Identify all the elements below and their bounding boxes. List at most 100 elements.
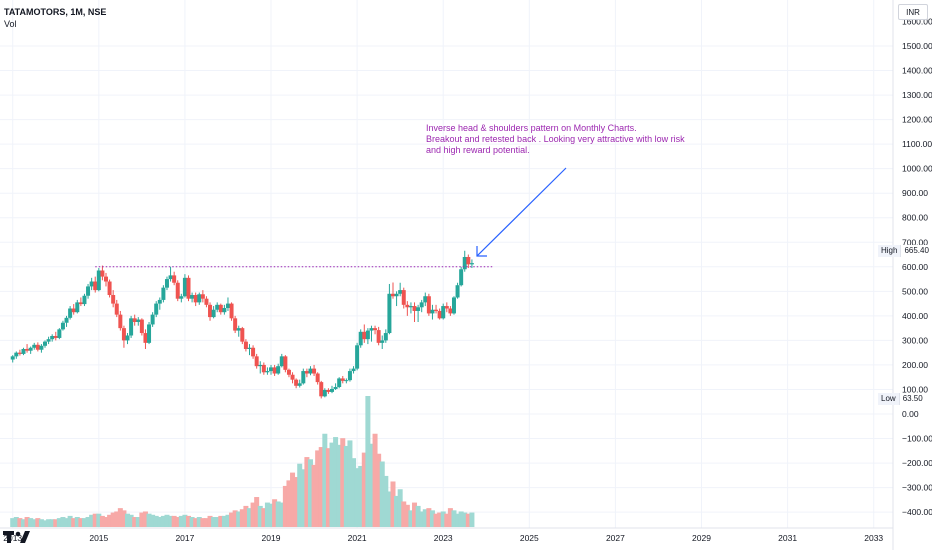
candle-body[interactable] [179, 296, 184, 299]
candle-body[interactable] [355, 345, 360, 369]
candle-body[interactable] [114, 303, 119, 315]
candle-body[interactable] [78, 302, 83, 305]
candle-body[interactable] [312, 368, 317, 374]
candle-body[interactable] [132, 318, 137, 322]
candle-body[interactable] [60, 322, 65, 330]
candle-body[interactable] [53, 335, 58, 338]
candle-body[interactable] [17, 352, 22, 354]
candle-body[interactable] [136, 319, 141, 322]
candle-body[interactable] [193, 295, 198, 303]
candle-body[interactable] [347, 371, 352, 381]
candle-body[interactable] [111, 295, 116, 304]
candle-body[interactable] [466, 256, 471, 265]
candle-body[interactable] [82, 295, 87, 305]
candle-body[interactable] [100, 270, 105, 277]
candle-body[interactable] [337, 378, 342, 388]
candle-body[interactable] [333, 387, 338, 389]
currency-button[interactable]: INR [898, 4, 928, 20]
candle-body[interactable] [469, 263, 474, 265]
candle-body[interactable] [240, 328, 245, 342]
candle-body[interactable] [68, 308, 73, 318]
candle-body[interactable] [172, 275, 177, 283]
candle-body[interactable] [236, 328, 241, 331]
volume-label[interactable]: Vol [4, 19, 17, 29]
candle-body[interactable] [258, 364, 263, 367]
candle-body[interactable] [304, 371, 309, 374]
candle-body[interactable] [143, 333, 148, 343]
candle-body[interactable] [50, 335, 55, 340]
candle-body[interactable] [330, 388, 335, 392]
candle-body[interactable] [10, 356, 15, 360]
candle-body[interactable] [405, 304, 410, 308]
candle-body[interactable] [444, 306, 449, 309]
candle-body[interactable] [398, 290, 403, 294]
candle-body[interactable] [168, 275, 173, 280]
candle-body[interactable] [408, 306, 413, 308]
candle-body[interactable] [89, 281, 94, 287]
tradingview-logo-icon[interactable] [2, 528, 32, 546]
annotation-arrow[interactable] [476, 167, 567, 257]
candle-body[interactable] [208, 304, 213, 318]
candle-body[interactable] [186, 277, 191, 299]
candle-body[interactable] [75, 302, 80, 313]
candle-body[interactable] [373, 328, 378, 331]
candle-body[interactable] [118, 314, 123, 329]
candle-body[interactable] [455, 285, 460, 298]
candle-body[interactable] [434, 309, 439, 311]
candle-body[interactable] [441, 306, 446, 319]
candle-body[interactable] [369, 328, 374, 331]
candle-body[interactable] [272, 367, 277, 374]
candle-body[interactable] [437, 310, 442, 319]
candle-body[interactable] [380, 340, 385, 343]
candle-body[interactable] [150, 314, 155, 325]
candle-body[interactable] [93, 281, 98, 291]
candle-body[interactable] [251, 347, 256, 357]
candle-body[interactable] [301, 371, 306, 384]
candle-body[interactable] [276, 366, 281, 374]
candle-body[interactable] [247, 347, 252, 349]
candle-body[interactable] [344, 380, 349, 382]
candle-body[interactable] [157, 299, 162, 304]
candle-body[interactable] [204, 298, 209, 305]
candle-body[interactable] [182, 277, 187, 297]
candle-body[interactable] [164, 279, 169, 288]
candle-body[interactable] [451, 297, 456, 314]
candle-body[interactable] [161, 287, 166, 300]
candle-body[interactable] [358, 331, 363, 346]
candle-body[interactable] [297, 383, 302, 386]
candle-body[interactable] [394, 293, 399, 297]
candle-body[interactable] [46, 339, 51, 342]
candle-body[interactable] [25, 348, 30, 351]
candle-body[interactable] [322, 389, 327, 397]
candle-body[interactable] [86, 286, 91, 296]
candle-body[interactable] [269, 367, 274, 372]
candle-body[interactable] [283, 356, 288, 370]
candle-body[interactable] [32, 344, 37, 348]
candle-body[interactable] [43, 341, 48, 346]
candle-body[interactable] [294, 379, 299, 386]
candle-body[interactable] [412, 306, 417, 311]
candle-body[interactable] [448, 308, 453, 314]
candle-body[interactable] [416, 307, 421, 311]
annotation-text[interactable]: Inverse head & shoulders pattern on Mont… [426, 123, 696, 156]
candle-body[interactable] [286, 369, 291, 375]
candle-body[interactable] [340, 378, 345, 381]
candle-body[interactable] [218, 304, 223, 313]
candle-body[interactable] [243, 341, 248, 349]
candle-body[interactable] [315, 373, 320, 383]
candle-body[interactable] [190, 295, 195, 299]
candle-body[interactable] [387, 293, 392, 334]
candle-body[interactable] [222, 308, 227, 313]
candle-body[interactable] [21, 348, 26, 354]
candle-body[interactable] [57, 329, 62, 338]
candle-body[interactable] [139, 319, 144, 334]
candle-body[interactable] [290, 374, 295, 380]
candle-body[interactable] [308, 368, 313, 374]
candle-body[interactable] [326, 389, 331, 392]
candle-body[interactable] [121, 328, 126, 341]
candle-body[interactable] [71, 308, 76, 313]
candle-body[interactable] [419, 302, 424, 308]
candle-body[interactable] [64, 317, 69, 323]
candle-body[interactable] [233, 318, 238, 331]
